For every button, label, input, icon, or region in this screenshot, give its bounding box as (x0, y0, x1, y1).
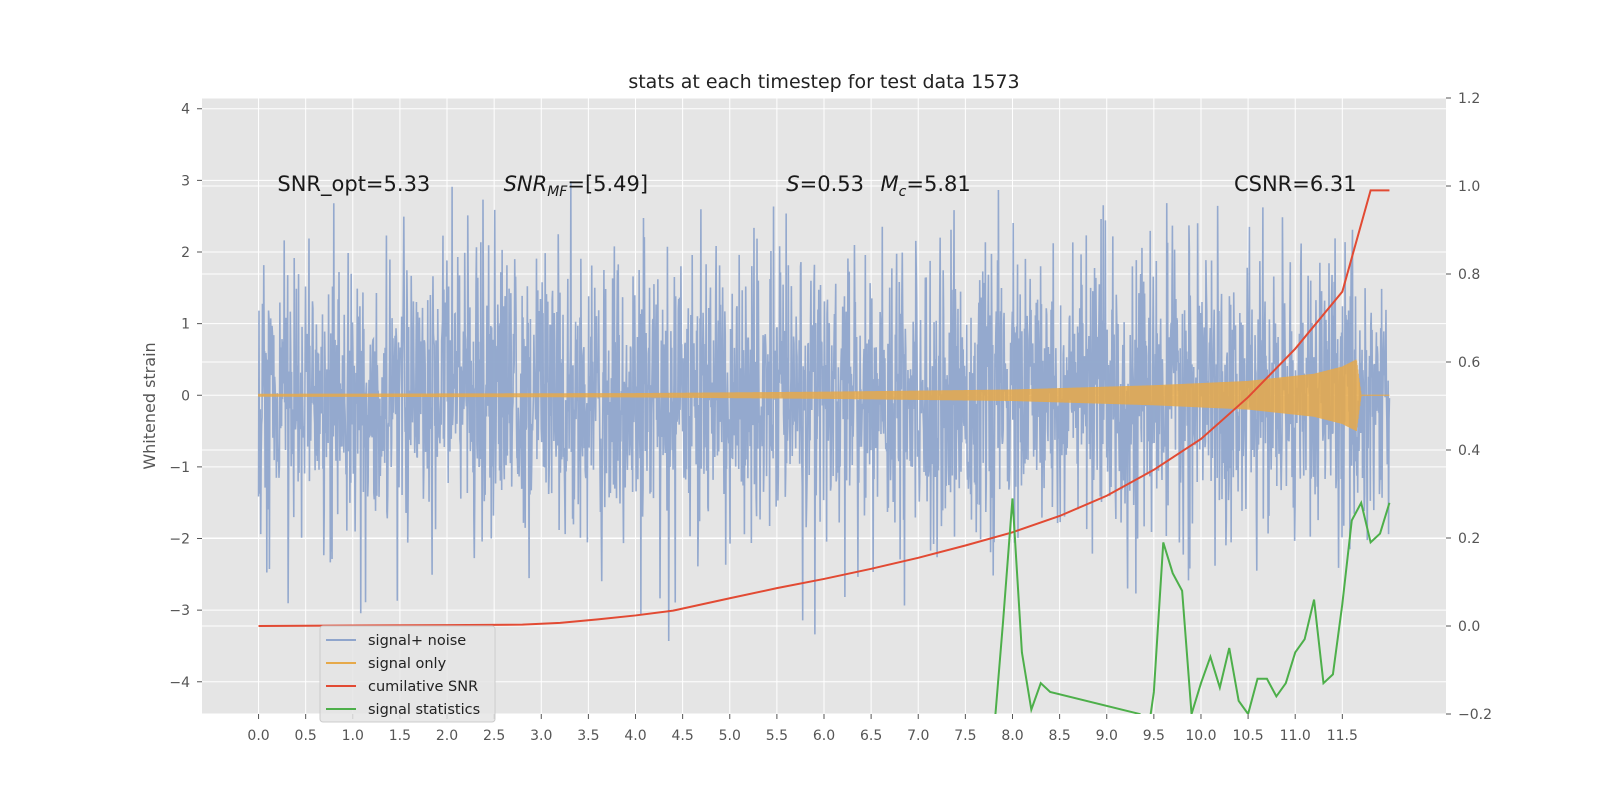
y2-tick-label: 1.0 (1458, 179, 1480, 195)
annotation-part: CSNR=6.31 (1234, 172, 1357, 196)
x-tick-label: 9.0 (1096, 728, 1118, 744)
y2-tick-label: 1.2 (1458, 91, 1480, 107)
y-tick-label: 4 (181, 102, 190, 118)
y-tick-label: −3 (169, 603, 190, 619)
y-axis-label: Whitened strain (140, 342, 159, 469)
y2-tick-label: 0.8 (1458, 267, 1480, 283)
legend-entry-label: signal only (368, 656, 447, 672)
y2-tick-label: 0.6 (1458, 355, 1480, 371)
annotation-label: S=0.53 (786, 172, 864, 196)
annotation-label: SNRMF=[5.49] (504, 172, 649, 200)
y2-tick-label: 0.0 (1458, 619, 1480, 635)
annotation-label: CSNR=6.31 (1234, 172, 1357, 196)
annotation-part: c (899, 184, 907, 200)
x-tick-label: 6.0 (813, 728, 835, 744)
annotation-part: =[5.49] (567, 172, 648, 196)
y-tick-label: −2 (169, 532, 190, 548)
series-layer (257, 181, 1391, 714)
x-tick-label: 2.0 (436, 728, 458, 744)
x-tick-label: 5.5 (766, 728, 788, 744)
x-tick-label: 0.0 (247, 728, 269, 744)
x-tick-label: 4.5 (672, 728, 694, 744)
annotation-label: Mc=5.81 (881, 172, 971, 200)
chart-title: stats at each timestep for test data 157… (628, 71, 1019, 93)
x-tick-label: 9.5 (1143, 728, 1165, 744)
y-tick-label: 0 (181, 388, 190, 404)
y2-tick-label: −0.2 (1458, 707, 1492, 723)
annotation-part: =5.81 (906, 172, 970, 196)
x-tick-label: 8.0 (1001, 728, 1023, 744)
series-line-cumulative-snr (258, 189, 1390, 627)
x-tick-label: 8.5 (1048, 728, 1070, 744)
x-tick-label: 10.0 (1185, 728, 1216, 744)
x-tick-label: 7.5 (954, 728, 976, 744)
annotation-part: =0.53 (800, 172, 864, 196)
annotations: SNR_opt=5.33 SNRMF=[5.49] S=0.53 Mc=5.81 CSN… (277, 172, 1356, 200)
annotation-label: SNR_opt=5.33 (277, 172, 430, 197)
y2-tick-label: 0.2 (1458, 531, 1480, 547)
legend-entry-label: signal+ noise (368, 633, 466, 649)
annotation-part: S (786, 172, 799, 196)
legend-entry-label: signal statistics (368, 702, 480, 718)
y-tick-label: 3 (181, 173, 190, 189)
x-tick-label: 11.5 (1327, 728, 1358, 744)
x-tick-label: 11.0 (1280, 728, 1311, 744)
y-axis-right: 1.2 1.0 0.8 0.6 0.4 0.2 0.0 −0.2 (1446, 91, 1492, 723)
x-tick-label: 5.0 (719, 728, 741, 744)
x-tick-label: 1.5 (389, 728, 411, 744)
x-tick-label: 10.5 (1233, 728, 1264, 744)
annotation-part: SNR_opt=5.33 (277, 172, 430, 197)
x-tick-label: 3.0 (530, 728, 552, 744)
y-axis-left: 4 3 2 1 0 −1 −2 −3 −4 (169, 102, 202, 691)
series-line-signal-only (257, 359, 1390, 432)
series-line-signal-noise (257, 181, 1391, 641)
legend-entry-label: cumilative SNR (368, 679, 478, 695)
annotation-part: MF (547, 184, 568, 200)
series-line-signal-statistics (994, 498, 1391, 714)
x-tick-label: 1.0 (342, 728, 364, 744)
x-tick-label: 2.5 (483, 728, 505, 744)
x-axis: 0.0 0.5 1.0 1.5 2.0 2.5 3.0 3.5 4.0 4.5 5.0 5.5 6.0 6… (247, 714, 1358, 744)
y-tick-label: −4 (169, 675, 190, 691)
x-tick-label: 3.5 (577, 728, 599, 744)
y-tick-label: −1 (169, 460, 190, 476)
annotation-part: SNR (504, 172, 548, 196)
y-tick-label: 1 (181, 317, 190, 333)
x-tick-label: 0.5 (295, 728, 317, 744)
legend-box (319, 625, 496, 723)
annotation-part: M (881, 172, 899, 196)
legend: signal+ noise signal only cumilative SNR si… (319, 625, 496, 723)
y-tick-label: 2 (181, 245, 190, 261)
x-tick-label: 6.5 (860, 728, 882, 744)
y2-tick-label: 0.4 (1458, 443, 1480, 459)
x-tick-label: 4.0 (624, 728, 646, 744)
x-tick-label: 7.0 (907, 728, 929, 744)
